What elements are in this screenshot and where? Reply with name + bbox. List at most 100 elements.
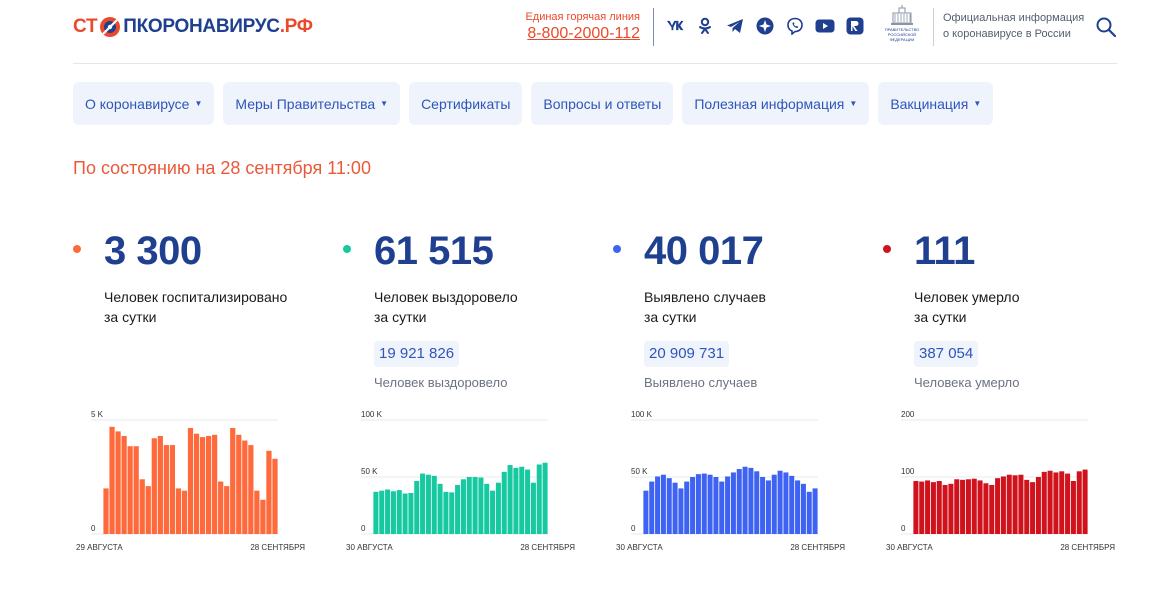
chart-bar[interactable] bbox=[983, 483, 989, 534]
chart-bar[interactable] bbox=[151, 438, 157, 534]
chart-bar[interactable] bbox=[649, 481, 655, 534]
chart-bar[interactable] bbox=[525, 469, 531, 534]
chart-bar[interactable] bbox=[1018, 474, 1024, 534]
chart-bar[interactable] bbox=[789, 475, 795, 534]
chart-bar[interactable] bbox=[379, 490, 385, 534]
chart-bar[interactable] bbox=[1065, 473, 1071, 534]
chart-bar[interactable] bbox=[1024, 479, 1030, 534]
chart-bar[interactable] bbox=[530, 482, 536, 534]
chart-bar[interactable] bbox=[765, 480, 771, 534]
chart-bar[interactable] bbox=[736, 469, 742, 534]
odnoklassniki-icon[interactable] bbox=[695, 16, 715, 36]
chart-bar[interactable] bbox=[919, 481, 925, 534]
chart-bar[interactable] bbox=[754, 471, 760, 534]
chart-bar[interactable] bbox=[205, 435, 212, 534]
chart-bar[interactable] bbox=[760, 477, 766, 534]
chart-bar[interactable] bbox=[1035, 477, 1041, 534]
vk-icon[interactable] bbox=[665, 16, 685, 36]
chart-bar[interactable] bbox=[1030, 482, 1036, 534]
rutube-icon[interactable] bbox=[845, 16, 865, 36]
chart-bar[interactable] bbox=[713, 477, 719, 534]
chart-bar[interactable] bbox=[490, 490, 496, 534]
nav-item-certificates[interactable]: Сертификаты bbox=[409, 82, 523, 125]
chart-bar[interactable] bbox=[1053, 472, 1059, 534]
chart-bar[interactable] bbox=[437, 483, 443, 534]
chart-bar[interactable] bbox=[472, 477, 478, 534]
chart-bar[interactable] bbox=[145, 486, 151, 534]
chart-bar[interactable] bbox=[133, 446, 139, 534]
chart-bar[interactable] bbox=[484, 483, 490, 534]
chart-bar[interactable] bbox=[1012, 475, 1018, 534]
chart-bar[interactable] bbox=[408, 492, 414, 534]
chart-bar[interactable] bbox=[501, 471, 507, 534]
chart-bar[interactable] bbox=[925, 480, 931, 534]
chart-bar[interactable] bbox=[425, 474, 431, 534]
chart-bar[interactable] bbox=[989, 484, 995, 534]
chart-bar[interactable] bbox=[193, 433, 200, 534]
chart-bar[interactable] bbox=[103, 488, 109, 534]
hotline-phone-link[interactable]: 8-800-2000-112 bbox=[527, 25, 640, 42]
chart-bar[interactable] bbox=[1070, 480, 1076, 534]
chart-bar[interactable] bbox=[519, 466, 525, 534]
chart-bar[interactable] bbox=[690, 477, 696, 534]
chart-bar[interactable] bbox=[1082, 469, 1088, 534]
chart-bar[interactable] bbox=[542, 462, 548, 534]
chart-bar[interactable] bbox=[242, 440, 248, 534]
chart-bar[interactable] bbox=[495, 482, 501, 534]
chart-bar[interactable] bbox=[725, 476, 731, 534]
chart-bar[interactable] bbox=[913, 480, 919, 534]
chart-bar[interactable] bbox=[1006, 474, 1012, 534]
chart-bar[interactable] bbox=[678, 488, 684, 534]
chart-bar[interactable] bbox=[373, 491, 379, 534]
chart-bar[interactable] bbox=[795, 480, 801, 534]
site-logo[interactable]: СТ ПКОРОНАВИРУС .РФ bbox=[73, 14, 313, 40]
chart-bar[interactable] bbox=[507, 465, 513, 534]
chart-bar[interactable] bbox=[695, 474, 701, 534]
chart-bar[interactable] bbox=[254, 490, 260, 534]
chart-bar[interactable] bbox=[655, 476, 661, 534]
chart-bar[interactable] bbox=[719, 481, 725, 534]
chart-bar[interactable] bbox=[666, 478, 672, 534]
nav-item-useful-info[interactable]: Полезная информация ▼ bbox=[682, 82, 870, 125]
chart-bar[interactable] bbox=[977, 480, 983, 534]
nav-item-government-measures[interactable]: Меры Правительства ▼ bbox=[223, 82, 401, 125]
chart-bar[interactable] bbox=[707, 474, 713, 534]
chart-bar[interactable] bbox=[730, 472, 736, 534]
chart-bar[interactable] bbox=[402, 493, 408, 534]
chart-bar[interactable] bbox=[414, 480, 420, 534]
nav-item-about-coronavirus[interactable]: О коронавирусе ▼ bbox=[73, 82, 215, 125]
chart-bar[interactable] bbox=[443, 491, 449, 534]
chart-bar[interactable] bbox=[1059, 471, 1065, 534]
chart-bar[interactable] bbox=[431, 475, 437, 534]
chart-bar[interactable] bbox=[181, 490, 188, 534]
chart-bar[interactable] bbox=[701, 473, 707, 534]
chart-bar[interactable] bbox=[230, 427, 236, 534]
viber-icon[interactable] bbox=[785, 16, 805, 36]
chart-bar[interactable] bbox=[127, 446, 133, 534]
chart-bar[interactable] bbox=[390, 491, 396, 534]
chart-bar[interactable] bbox=[684, 481, 690, 534]
nav-item-vaccination[interactable]: Вакцинация ▼ bbox=[878, 82, 994, 125]
chart-bar[interactable] bbox=[139, 479, 145, 534]
chart-bar[interactable] bbox=[460, 479, 466, 534]
youtube-icon[interactable] bbox=[815, 16, 835, 36]
chart-bar[interactable] bbox=[224, 486, 230, 534]
chart-bar[interactable] bbox=[783, 472, 789, 534]
chart-bar[interactable] bbox=[396, 490, 402, 534]
government-emblem[interactable]: Правительство Российской Федерации bbox=[879, 5, 925, 49]
chart-bar[interactable] bbox=[260, 499, 266, 534]
chart-bar[interactable] bbox=[948, 483, 954, 534]
chart-bar[interactable] bbox=[513, 467, 519, 534]
chart-bar[interactable] bbox=[466, 477, 472, 534]
chart-bar[interactable] bbox=[248, 445, 254, 534]
chart-bar[interactable] bbox=[157, 435, 163, 534]
chart-bar[interactable] bbox=[742, 466, 748, 534]
chart-bar[interactable] bbox=[218, 481, 224, 534]
telegram-icon[interactable] bbox=[725, 16, 745, 36]
chart-bar[interactable] bbox=[1076, 471, 1082, 534]
chart-bar[interactable] bbox=[385, 489, 391, 534]
chart-bar[interactable] bbox=[1041, 471, 1047, 534]
chart-bar[interactable] bbox=[800, 483, 806, 534]
chart-bar[interactable] bbox=[199, 437, 206, 534]
chart-bar[interactable] bbox=[806, 491, 812, 534]
